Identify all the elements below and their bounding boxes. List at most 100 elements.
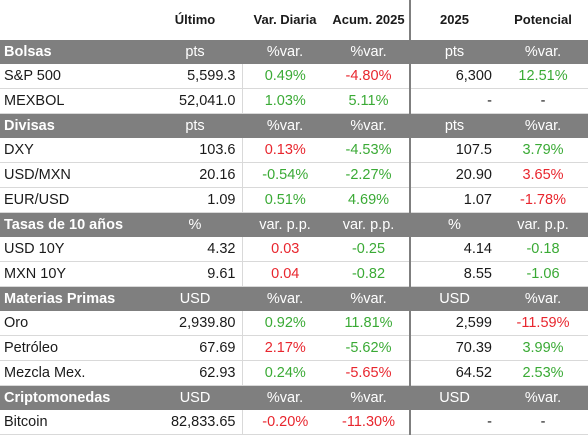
section-unit-last: pts <box>148 40 242 64</box>
potential-change: 3.79% <box>498 138 588 163</box>
daily-change: 0.13% <box>242 138 328 163</box>
instrument-name: S&P 500 <box>0 64 148 89</box>
section-unit-potential: %var. <box>498 113 588 138</box>
section-unit-daily: %var. <box>242 113 328 138</box>
header-row: Último Var. Diaria Acum. 2025 2025 Poten… <box>0 0 588 40</box>
potential-change: - <box>498 410 588 435</box>
daily-change: 0.51% <box>242 187 328 213</box>
header-last: Último <box>174 12 216 27</box>
potential-change: -1.78% <box>498 187 588 213</box>
instrument-name: Bitcoin <box>0 410 148 435</box>
ytd-change: -4.80% <box>328 64 410 89</box>
table-row: MXN 10Y 9.61 0.04 -0.82 8.55 -1.06 <box>0 261 588 287</box>
potential-change: - <box>498 88 588 114</box>
section-header-row: Materias Primas USD %var. %var. USD %var. <box>0 286 588 311</box>
table-row: USD 10Y 4.32 0.03 -0.25 4.14 -0.18 <box>0 237 588 262</box>
instrument-name: Petróleo <box>0 335 148 361</box>
section-title: Materias Primas <box>0 286 148 311</box>
ytd-change: 11.81% <box>328 311 410 336</box>
section-title: Bolsas <box>0 40 148 64</box>
section-unit-ytd: %var. <box>328 40 410 64</box>
section-unit-forecast: pts <box>409 113 498 138</box>
ytd-change: -11.30% <box>328 410 410 435</box>
last-value: 4.32 <box>148 237 243 262</box>
table-row: Mezcla Mex. 62.93 0.24% -5.65% 64.52 2.53% <box>0 360 588 386</box>
section-unit-ytd: %var. <box>328 113 410 138</box>
last-value: 52,041.0 <box>148 88 243 114</box>
section-unit-last: USD <box>148 385 242 410</box>
daily-change: 0.03 <box>242 237 328 262</box>
section-unit-ytd: var. p.p. <box>328 212 410 237</box>
instrument-name: EUR/USD <box>0 187 148 213</box>
forecast-2025: 70.39 <box>409 335 498 361</box>
section-unit-forecast: USD <box>409 385 498 410</box>
section-unit-last: pts <box>148 113 242 138</box>
forecast-2025: 20.90 <box>409 162 498 188</box>
forecast-2025: 1.07 <box>409 187 498 213</box>
header-daily-change: Var. Diaria <box>253 12 317 27</box>
last-value: 67.69 <box>148 335 243 361</box>
section-header-row: Bolsas pts %var. %var. pts %var. <box>0 40 588 64</box>
potential-change: 12.51% <box>498 64 588 89</box>
potential-change: 3.65% <box>498 162 588 188</box>
daily-change: 0.49% <box>242 64 328 89</box>
table-row: DXY 103.6 0.13% -4.53% 107.5 3.79% <box>0 138 588 163</box>
daily-change: 0.04 <box>242 261 328 287</box>
daily-change: 0.24% <box>242 360 328 386</box>
section-title: Tasas de 10 años <box>0 212 148 237</box>
instrument-name: MEXBOL <box>0 88 148 114</box>
ytd-change: -2.27% <box>328 162 410 188</box>
last-value: 82,833.65 <box>148 410 243 435</box>
potential-change: -11.59% <box>498 311 588 336</box>
section-header-row: Criptomonedas USD %var. %var. USD %var. <box>0 385 588 410</box>
forecast-2025: 4.14 <box>409 237 498 262</box>
daily-change: 2.17% <box>242 335 328 361</box>
section-unit-potential: %var. <box>498 40 588 64</box>
last-value: 9.61 <box>148 261 243 287</box>
section-unit-forecast: pts <box>409 40 498 64</box>
section-unit-potential: var. p.p. <box>498 212 588 237</box>
instrument-name: Oro <box>0 311 148 336</box>
instrument-name: USD 10Y <box>0 237 148 262</box>
daily-change: -0.54% <box>242 162 328 188</box>
section-unit-daily: %var. <box>242 385 328 410</box>
table-row: S&P 500 5,599.3 0.49% -4.80% 6,300 12.51% <box>0 64 588 89</box>
section-unit-daily: %var. <box>242 40 328 64</box>
last-value: 5,599.3 <box>148 64 243 89</box>
instrument-name: USD/MXN <box>0 162 148 188</box>
instrument-name: Mezcla Mex. <box>0 360 148 386</box>
daily-change: 0.92% <box>242 311 328 336</box>
ytd-change: 5.11% <box>328 88 410 114</box>
ytd-change: -0.82 <box>328 261 410 287</box>
section-header-row: Divisas pts %var. %var. pts %var. <box>0 113 588 138</box>
ytd-change: -4.53% <box>328 138 410 163</box>
section-header-row: Tasas de 10 años% var. p.p. var. p.p.% var.… <box>0 212 588 237</box>
ytd-change: 4.69% <box>328 187 410 213</box>
potential-change: 3.99% <box>498 335 588 361</box>
header-potential: Potencial <box>514 12 572 27</box>
instrument-name: MXN 10Y <box>0 261 148 287</box>
section-unit-ytd: %var. <box>328 385 410 410</box>
section-unit-daily: var. p.p. <box>242 212 328 237</box>
table-row: Bitcoin 82,833.65 -0.20% -11.30% - - <box>0 410 588 435</box>
last-value: 20.16 <box>148 162 243 188</box>
table-row: MEXBOL 52,041.0 1.03% 5.11% - - <box>0 88 588 114</box>
forecast-2025: - <box>409 88 498 114</box>
table-row: USD/MXN 20.16 -0.54% -2.27% 20.90 3.65% <box>0 162 588 188</box>
header-forecast-2025: 2025 <box>409 0 498 40</box>
section-unit-potential: %var. <box>498 286 588 311</box>
forecast-2025: 64.52 <box>409 360 498 386</box>
last-value: 1.09 <box>148 187 243 213</box>
section-unit-potential: %var. <box>498 385 588 410</box>
section-unit-last: % <box>148 212 242 237</box>
forecast-2025: 2,599 <box>409 311 498 336</box>
section-title: Criptomonedas <box>0 385 148 410</box>
forecast-2025: 8.55 <box>409 261 498 287</box>
last-value: 62.93 <box>148 360 243 386</box>
section-unit-daily: %var. <box>242 286 328 311</box>
header-ytd-change: Acum. 2025 <box>332 12 405 27</box>
last-value: 103.6 <box>148 138 243 163</box>
instrument-name: DXY <box>0 138 148 163</box>
